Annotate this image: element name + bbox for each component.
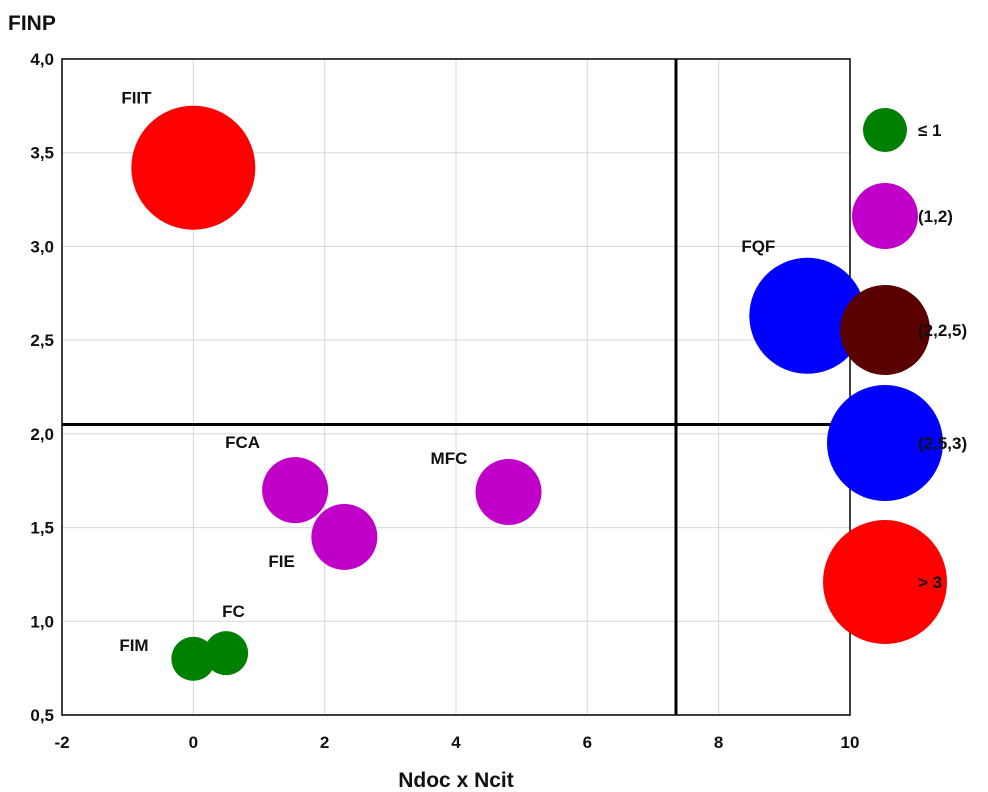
bubble-fc	[204, 631, 249, 676]
legend-bubble	[827, 385, 943, 501]
point-label-fqf: FQF	[741, 237, 775, 256]
y-tick-label: 4,0	[30, 50, 54, 69]
point-label-fca: FCA	[225, 433, 260, 452]
bubble-fim	[171, 636, 216, 681]
reference-lines	[62, 59, 850, 715]
y-axis-title: FINP	[8, 12, 56, 35]
plot-frame	[61, 58, 851, 716]
grid	[61, 58, 851, 716]
bubble-mfc	[475, 458, 542, 525]
point-label-mfc: MFC	[431, 449, 468, 468]
legend-bubble	[840, 285, 930, 375]
y-tick-label: 0,5	[30, 706, 54, 725]
legend-label: (2,2,5)	[918, 321, 967, 340]
data-points: FIIT FQF FCA FIE MFC FC FIM	[119, 89, 866, 681]
legend-label: (1,2)	[918, 207, 953, 226]
legend-label: (2,5,3)	[918, 434, 967, 453]
y-tick-label: 3,5	[30, 144, 54, 163]
x-tick-label: 4	[451, 733, 461, 752]
point-label-fiit: FIIT	[121, 89, 152, 108]
bubble-fca	[262, 457, 329, 524]
x-tick-label: 8	[714, 733, 723, 752]
point-label-fim: FIM	[119, 636, 148, 655]
y-tick-label: 1,5	[30, 519, 54, 538]
x-tick-label: -2	[54, 733, 69, 752]
x-tick-label: 6	[583, 733, 592, 752]
y-tick-label: 1,0	[30, 612, 54, 631]
legend-bubble	[823, 520, 947, 644]
legend-bubble	[863, 108, 907, 152]
bubble-fqf	[749, 257, 866, 374]
bubble-fie	[311, 503, 378, 570]
x-axis-title: Ndoc x Ncit	[398, 769, 514, 792]
y-tick-label: 3,0	[30, 237, 54, 256]
x-tick-label: 2	[320, 733, 329, 752]
point-label-fc: FC	[222, 602, 245, 621]
y-tick-label: 2,0	[30, 425, 54, 444]
tick-labels: -2 0 2 4 6 8 10 0,5 1,0 1,5 2,0 2,5 3,0 3,5 4,0	[30, 50, 859, 752]
x-tick-label: 0	[189, 733, 198, 752]
y-tick-label: 2,5	[30, 331, 54, 350]
bubble-fiit	[131, 105, 256, 230]
legend: ≤ 1 (1,2) (2,2,5) (2,5,3) > 3	[823, 108, 967, 644]
legend-label: ≤ 1	[918, 121, 942, 140]
x-tick-label: 10	[841, 733, 860, 752]
point-label-fie: FIE	[268, 552, 294, 571]
legend-label: > 3	[918, 573, 942, 592]
legend-bubble	[852, 183, 918, 249]
